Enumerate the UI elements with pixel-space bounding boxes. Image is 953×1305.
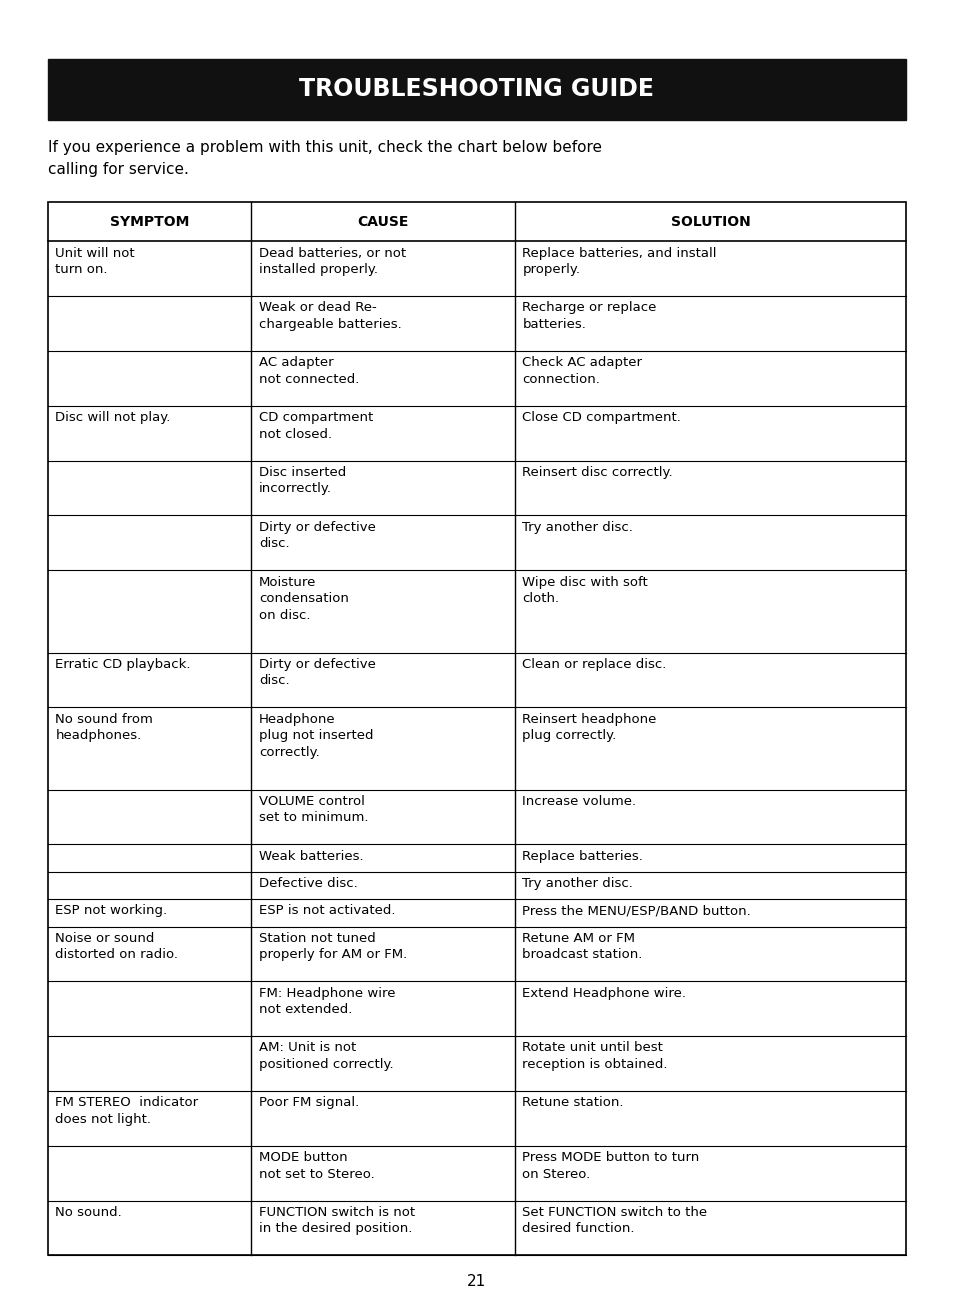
Text: AC adapter
not connected.: AC adapter not connected. (258, 356, 359, 386)
Text: FM STEREO  indicator
does not light.: FM STEREO indicator does not light. (55, 1096, 198, 1126)
Text: Erratic CD playback.: Erratic CD playback. (55, 658, 191, 671)
Text: Try another disc.: Try another disc. (522, 877, 633, 890)
Text: Unit will not
turn on.: Unit will not turn on. (55, 247, 134, 277)
Text: Clean or replace disc.: Clean or replace disc. (522, 658, 666, 671)
Text: If you experience a problem with this unit, check the chart below before
calling: If you experience a problem with this un… (48, 140, 601, 177)
Text: Retune station.: Retune station. (522, 1096, 623, 1109)
Text: SOLUTION: SOLUTION (670, 215, 750, 228)
Text: CD compartment
not closed.: CD compartment not closed. (258, 411, 373, 441)
Text: Increase volume.: Increase volume. (522, 795, 636, 808)
Text: Close CD compartment.: Close CD compartment. (522, 411, 680, 424)
Text: Recharge or replace
batteries.: Recharge or replace batteries. (522, 301, 656, 331)
Text: Weak or dead Re-
chargeable batteries.: Weak or dead Re- chargeable batteries. (258, 301, 401, 331)
Text: Try another disc.: Try another disc. (522, 521, 633, 534)
Text: Reinsert disc correctly.: Reinsert disc correctly. (522, 466, 672, 479)
Text: FM: Headphone wire
not extended.: FM: Headphone wire not extended. (258, 987, 395, 1017)
Text: Disc inserted
incorrectly.: Disc inserted incorrectly. (258, 466, 346, 496)
Text: Headphone
plug not inserted
correctly.: Headphone plug not inserted correctly. (258, 713, 373, 758)
Text: Extend Headphone wire.: Extend Headphone wire. (522, 987, 686, 1000)
Text: No sound.: No sound. (55, 1206, 122, 1219)
Text: Poor FM signal.: Poor FM signal. (258, 1096, 358, 1109)
Text: CAUSE: CAUSE (357, 215, 408, 228)
Text: Rotate unit until best
reception is obtained.: Rotate unit until best reception is obta… (522, 1041, 667, 1071)
Text: Noise or sound
distorted on radio.: Noise or sound distorted on radio. (55, 932, 178, 962)
FancyBboxPatch shape (48, 202, 905, 1255)
Text: Retune AM or FM
broadcast station.: Retune AM or FM broadcast station. (522, 932, 642, 962)
Text: ESP is not activated.: ESP is not activated. (258, 904, 395, 917)
Text: SYMPTOM: SYMPTOM (110, 215, 189, 228)
Text: VOLUME control
set to minimum.: VOLUME control set to minimum. (258, 795, 368, 825)
Text: AM: Unit is not
positioned correctly.: AM: Unit is not positioned correctly. (258, 1041, 393, 1071)
Text: Set FUNCTION switch to the
desired function.: Set FUNCTION switch to the desired funct… (522, 1206, 707, 1236)
Text: Press the MENU/ESP/BAND button.: Press the MENU/ESP/BAND button. (522, 904, 750, 917)
Text: TROUBLESHOOTING GUIDE: TROUBLESHOOTING GUIDE (299, 77, 654, 102)
Text: No sound from
headphones.: No sound from headphones. (55, 713, 153, 743)
Text: Reinsert headphone
plug correctly.: Reinsert headphone plug correctly. (522, 713, 656, 743)
Text: FUNCTION switch is not
in the desired position.: FUNCTION switch is not in the desired po… (258, 1206, 415, 1236)
FancyBboxPatch shape (48, 59, 905, 120)
Text: Check AC adapter
connection.: Check AC adapter connection. (522, 356, 641, 386)
Text: Disc will not play.: Disc will not play. (55, 411, 171, 424)
Text: Replace batteries.: Replace batteries. (522, 850, 642, 863)
Text: Dead batteries, or not
installed properly.: Dead batteries, or not installed properl… (258, 247, 406, 277)
Text: ESP not working.: ESP not working. (55, 904, 168, 917)
Text: Moisture
condensation
on disc.: Moisture condensation on disc. (258, 576, 349, 621)
Text: Station not tuned
properly for AM or FM.: Station not tuned properly for AM or FM. (258, 932, 407, 962)
Text: Press MODE button to turn
on Stereo.: Press MODE button to turn on Stereo. (522, 1151, 699, 1181)
Text: Weak batteries.: Weak batteries. (258, 850, 363, 863)
Text: Dirty or defective
disc.: Dirty or defective disc. (258, 658, 375, 688)
Text: Wipe disc with soft
cloth.: Wipe disc with soft cloth. (522, 576, 647, 606)
Text: Dirty or defective
disc.: Dirty or defective disc. (258, 521, 375, 551)
Text: Replace batteries, and install
properly.: Replace batteries, and install properly. (522, 247, 716, 277)
Text: Defective disc.: Defective disc. (258, 877, 357, 890)
Text: 21: 21 (467, 1274, 486, 1289)
Text: MODE button
not set to Stereo.: MODE button not set to Stereo. (258, 1151, 375, 1181)
